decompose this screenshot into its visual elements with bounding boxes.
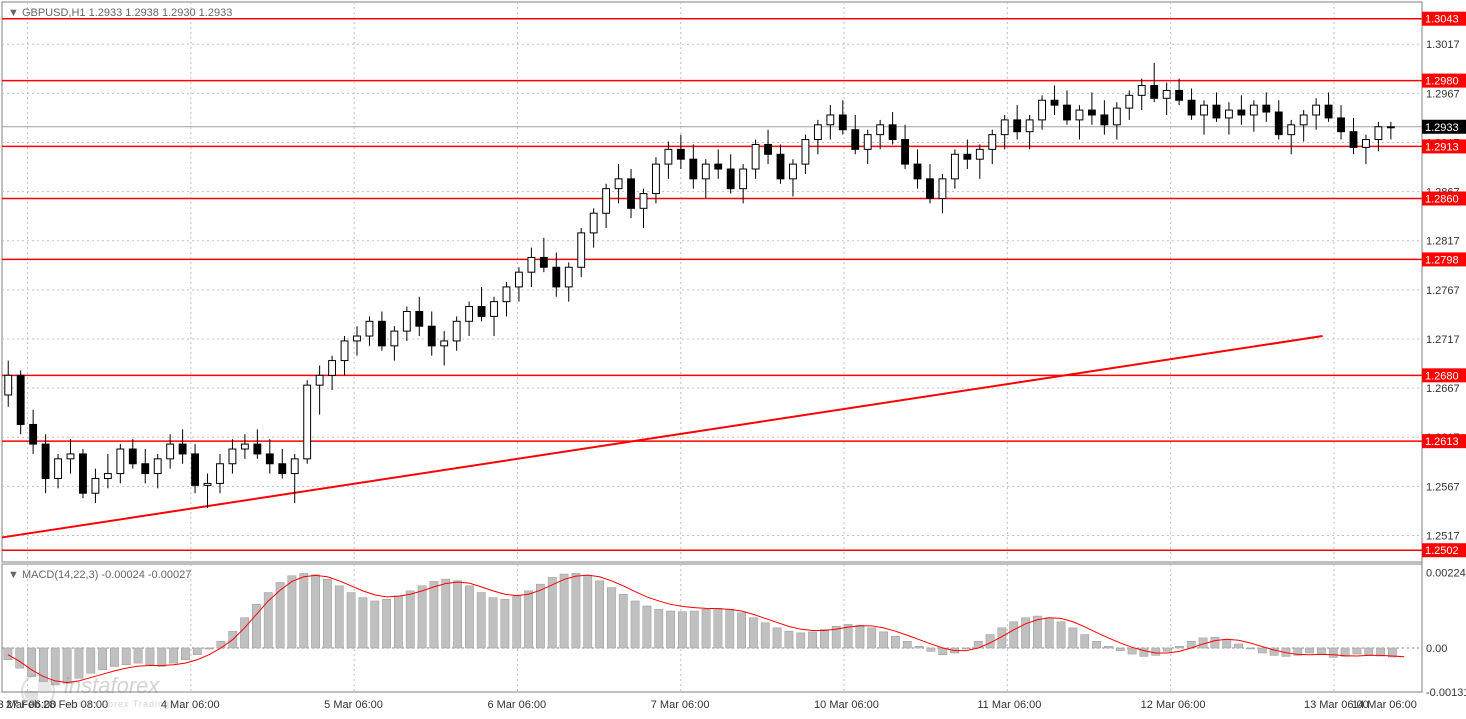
svg-text:0.00224: 0.00224 bbox=[1426, 568, 1466, 580]
svg-text:1.2767: 1.2767 bbox=[1426, 285, 1460, 297]
svg-text:1.3017: 1.3017 bbox=[1426, 39, 1460, 51]
svg-text:12 Mar 06:00: 12 Mar 06:00 bbox=[1141, 699, 1206, 711]
svg-text:1.2567: 1.2567 bbox=[1426, 481, 1460, 493]
svg-text:1.2980: 1.2980 bbox=[1425, 76, 1459, 88]
svg-text:1.2667: 1.2667 bbox=[1426, 383, 1460, 395]
svg-text:1.2967: 1.2967 bbox=[1426, 88, 1460, 100]
svg-text:1.2717: 1.2717 bbox=[1426, 334, 1460, 346]
svg-text:-0.00131: -0.00131 bbox=[1426, 687, 1466, 699]
svg-text:0.00: 0.00 bbox=[1426, 643, 1447, 655]
svg-text:1.2817: 1.2817 bbox=[1426, 236, 1460, 248]
watermark: instaforex Instant Forex Trading bbox=[20, 673, 170, 709]
svg-text:14 Mar 06:00: 14 Mar 06:00 bbox=[1352, 699, 1417, 711]
chart-container: 1.25171.25671.26171.26671.27171.27671.28… bbox=[0, 0, 1466, 719]
svg-text:1.2680: 1.2680 bbox=[1425, 370, 1459, 382]
svg-text:11 Mar 06:00: 11 Mar 06:00 bbox=[977, 699, 1041, 711]
watermark-icon bbox=[20, 673, 56, 709]
svg-text:1.2860: 1.2860 bbox=[1425, 193, 1459, 205]
svg-text:▼ MACD(14,22,3) -0.00024 -0.: ▼ MACD(14,22,3) -0.00024 -0.00027 bbox=[8, 569, 191, 581]
svg-text:1.2502: 1.2502 bbox=[1425, 545, 1459, 557]
svg-text:1.2798: 1.2798 bbox=[1425, 254, 1459, 266]
chart-svg: 1.25171.25671.26171.26671.27171.27671.28… bbox=[0, 0, 1466, 719]
watermark-brand: instaforex bbox=[64, 673, 170, 699]
svg-text:7 Mar 06:00: 7 Mar 06:00 bbox=[651, 699, 710, 711]
svg-text:5 Mar 06:00: 5 Mar 06:00 bbox=[324, 699, 383, 711]
svg-text:1.2933: 1.2933 bbox=[1425, 122, 1459, 134]
watermark-sub: Instant Forex Trading bbox=[64, 699, 170, 709]
svg-text:▼ GBPUSD,H1 1.2933 1.2938 1.2: ▼ GBPUSD,H1 1.2933 1.2938 1.2930 1.2933 bbox=[8, 7, 232, 19]
svg-text:1.2913: 1.2913 bbox=[1425, 141, 1459, 153]
svg-text:1.3043: 1.3043 bbox=[1425, 14, 1459, 26]
svg-text:10 Mar 06:00: 10 Mar 06:00 bbox=[814, 699, 879, 711]
svg-text:1.2613: 1.2613 bbox=[1425, 436, 1459, 448]
svg-text:6 Mar 06:00: 6 Mar 06:00 bbox=[487, 699, 546, 711]
svg-text:1.2517: 1.2517 bbox=[1426, 530, 1460, 542]
